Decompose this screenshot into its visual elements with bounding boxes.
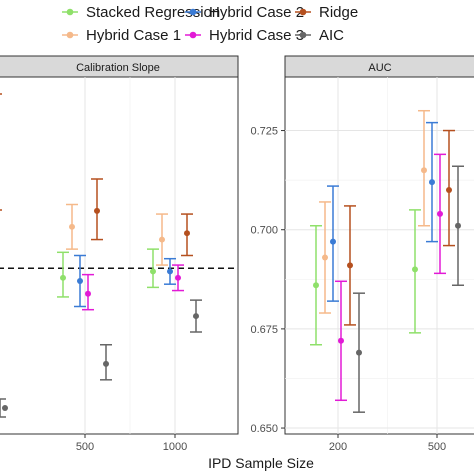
legend-key-point [189, 8, 197, 16]
legend-key-point [66, 31, 74, 39]
data-point [347, 262, 353, 269]
data-point [338, 337, 344, 344]
series-aic [100, 299, 202, 381]
x-axis-title: IPD Sample Size [208, 455, 314, 471]
panel-title: Calibration Slope [76, 62, 160, 74]
panels: Calibration Slope 500 1000 AUC 200 500 0.650 0.… [0, 55, 474, 453]
data-point [330, 238, 336, 245]
series-hybrid-case-2 [327, 121, 438, 302]
data-point [437, 210, 443, 217]
legend-item: AIC [295, 27, 344, 44]
data-point [322, 254, 328, 261]
data-point [85, 290, 91, 297]
series-ridge [91, 178, 193, 257]
series-stacked-regression [57, 248, 159, 298]
series-hybrid-case-1 [66, 203, 168, 266]
data-point [69, 223, 75, 230]
legend-key-point [189, 31, 197, 39]
panel-title: AUC [368, 62, 391, 74]
panel-calibration-slope: Calibration Slope 500 1000 [0, 55, 239, 453]
legend-key-point [299, 8, 307, 16]
data-point [167, 268, 173, 275]
legend-label: AIC [319, 27, 344, 44]
series-hybrid-case-2 [74, 254, 176, 308]
legend-label: Hybrid Case 1 [86, 27, 181, 44]
data-point [193, 313, 199, 320]
data-point [103, 360, 109, 367]
legend-item: Hybrid Case 3 [185, 27, 304, 44]
legend-item: Hybrid Case 2 [185, 4, 304, 21]
legend-item: Stacked Regression [62, 4, 220, 21]
data-point [429, 179, 435, 186]
data-point [159, 236, 165, 243]
data-point [455, 222, 461, 229]
y-tick-label: 0.700 [250, 225, 278, 237]
legend-label: Stacked Regression [86, 4, 220, 21]
data-point [446, 187, 452, 194]
y-tick-label: 0.650 [250, 423, 278, 435]
legend-key-point [299, 31, 307, 39]
panel-auc: AUC 200 500 0.650 0.675 0.700 0.725 [250, 55, 474, 453]
data-point [421, 167, 427, 174]
legend-item: Hybrid Case 1 [62, 27, 181, 44]
data-point [412, 266, 418, 273]
data-point [184, 230, 190, 237]
legend-label: Ridge [319, 4, 358, 21]
x-tick-label: 200 [329, 441, 347, 453]
data-point [2, 405, 8, 411]
legend-item: Ridge [295, 4, 358, 21]
legend-key-point [66, 8, 74, 16]
legend-label: Hybrid Case 3 [209, 27, 304, 44]
panel-background [0, 76, 239, 435]
data-point [94, 207, 100, 214]
series-hybrid-case-3 [82, 264, 184, 311]
y-tick-label: 0.725 [250, 126, 278, 138]
data-point [313, 282, 319, 289]
series-hybrid-case-1 [319, 109, 430, 314]
data-point [60, 274, 66, 281]
data-point [175, 274, 181, 281]
data-point [356, 349, 362, 356]
x-tick-label: 500 [76, 441, 94, 453]
series-hybrid-case-3 [335, 153, 446, 402]
offscreen-marks [0, 93, 8, 418]
legend-label: Hybrid Case 2 [209, 4, 304, 21]
data-point [77, 278, 83, 284]
y-tick-label: 0.675 [250, 324, 278, 336]
x-tick-label: 500 [428, 441, 446, 453]
series-ridge [344, 129, 455, 326]
series-stacked-regression [310, 209, 421, 346]
x-tick-label: 1000 [163, 441, 187, 453]
data-point [150, 268, 156, 275]
series-aic [353, 165, 464, 413]
